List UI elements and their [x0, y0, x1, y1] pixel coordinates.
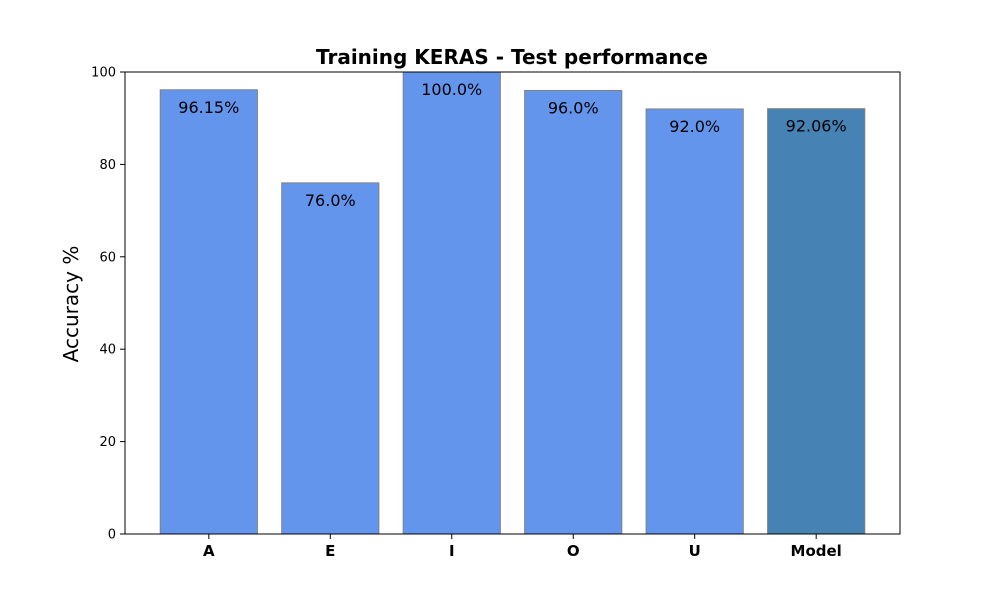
- x-tick-label-o: O: [567, 542, 580, 560]
- y-tick-label-0: 0: [108, 528, 116, 543]
- bar-u: [645, 108, 744, 535]
- chart-title: Training KERAS - Test performance: [316, 45, 708, 69]
- value-label-e: 76.0%: [305, 191, 356, 210]
- y-tick-label-80: 80: [99, 158, 116, 173]
- x-tick-label-u: U: [689, 542, 701, 560]
- x-tick-label-i: I: [449, 542, 455, 560]
- value-label-model: 92.06%: [786, 117, 847, 136]
- bars-group: [159, 71, 866, 535]
- value-label-i: 100.0%: [421, 80, 482, 99]
- bar-a: [159, 89, 258, 535]
- y-axis-label: Accuracy %: [59, 246, 83, 363]
- bar-i: [402, 71, 501, 535]
- bar-model: [767, 108, 866, 535]
- value-label-u: 92.0%: [669, 117, 720, 136]
- y-tick-label-40: 40: [99, 343, 116, 358]
- x-tick-label-model: Model: [791, 542, 842, 560]
- y-tick-label-60: 60: [99, 250, 116, 265]
- bar-e: [281, 182, 380, 535]
- y-tick-label-20: 20: [99, 435, 116, 450]
- x-tick-label-e: E: [325, 542, 335, 560]
- value-label-o: 96.0%: [548, 98, 599, 117]
- x-axis-ticks: A E I O U Model: [203, 534, 842, 560]
- bar-o: [524, 89, 623, 535]
- x-tick-label-a: A: [203, 542, 215, 560]
- value-labels-group: 96.15% 76.0% 100.0% 96.0% 92.0% 92.06%: [178, 80, 846, 210]
- plot-frame: [124, 71, 901, 535]
- y-axis-ticks: 0 20 40 60 80 100: [91, 66, 125, 543]
- value-label-a: 96.15%: [178, 98, 239, 117]
- y-tick-label-100: 100: [91, 66, 116, 81]
